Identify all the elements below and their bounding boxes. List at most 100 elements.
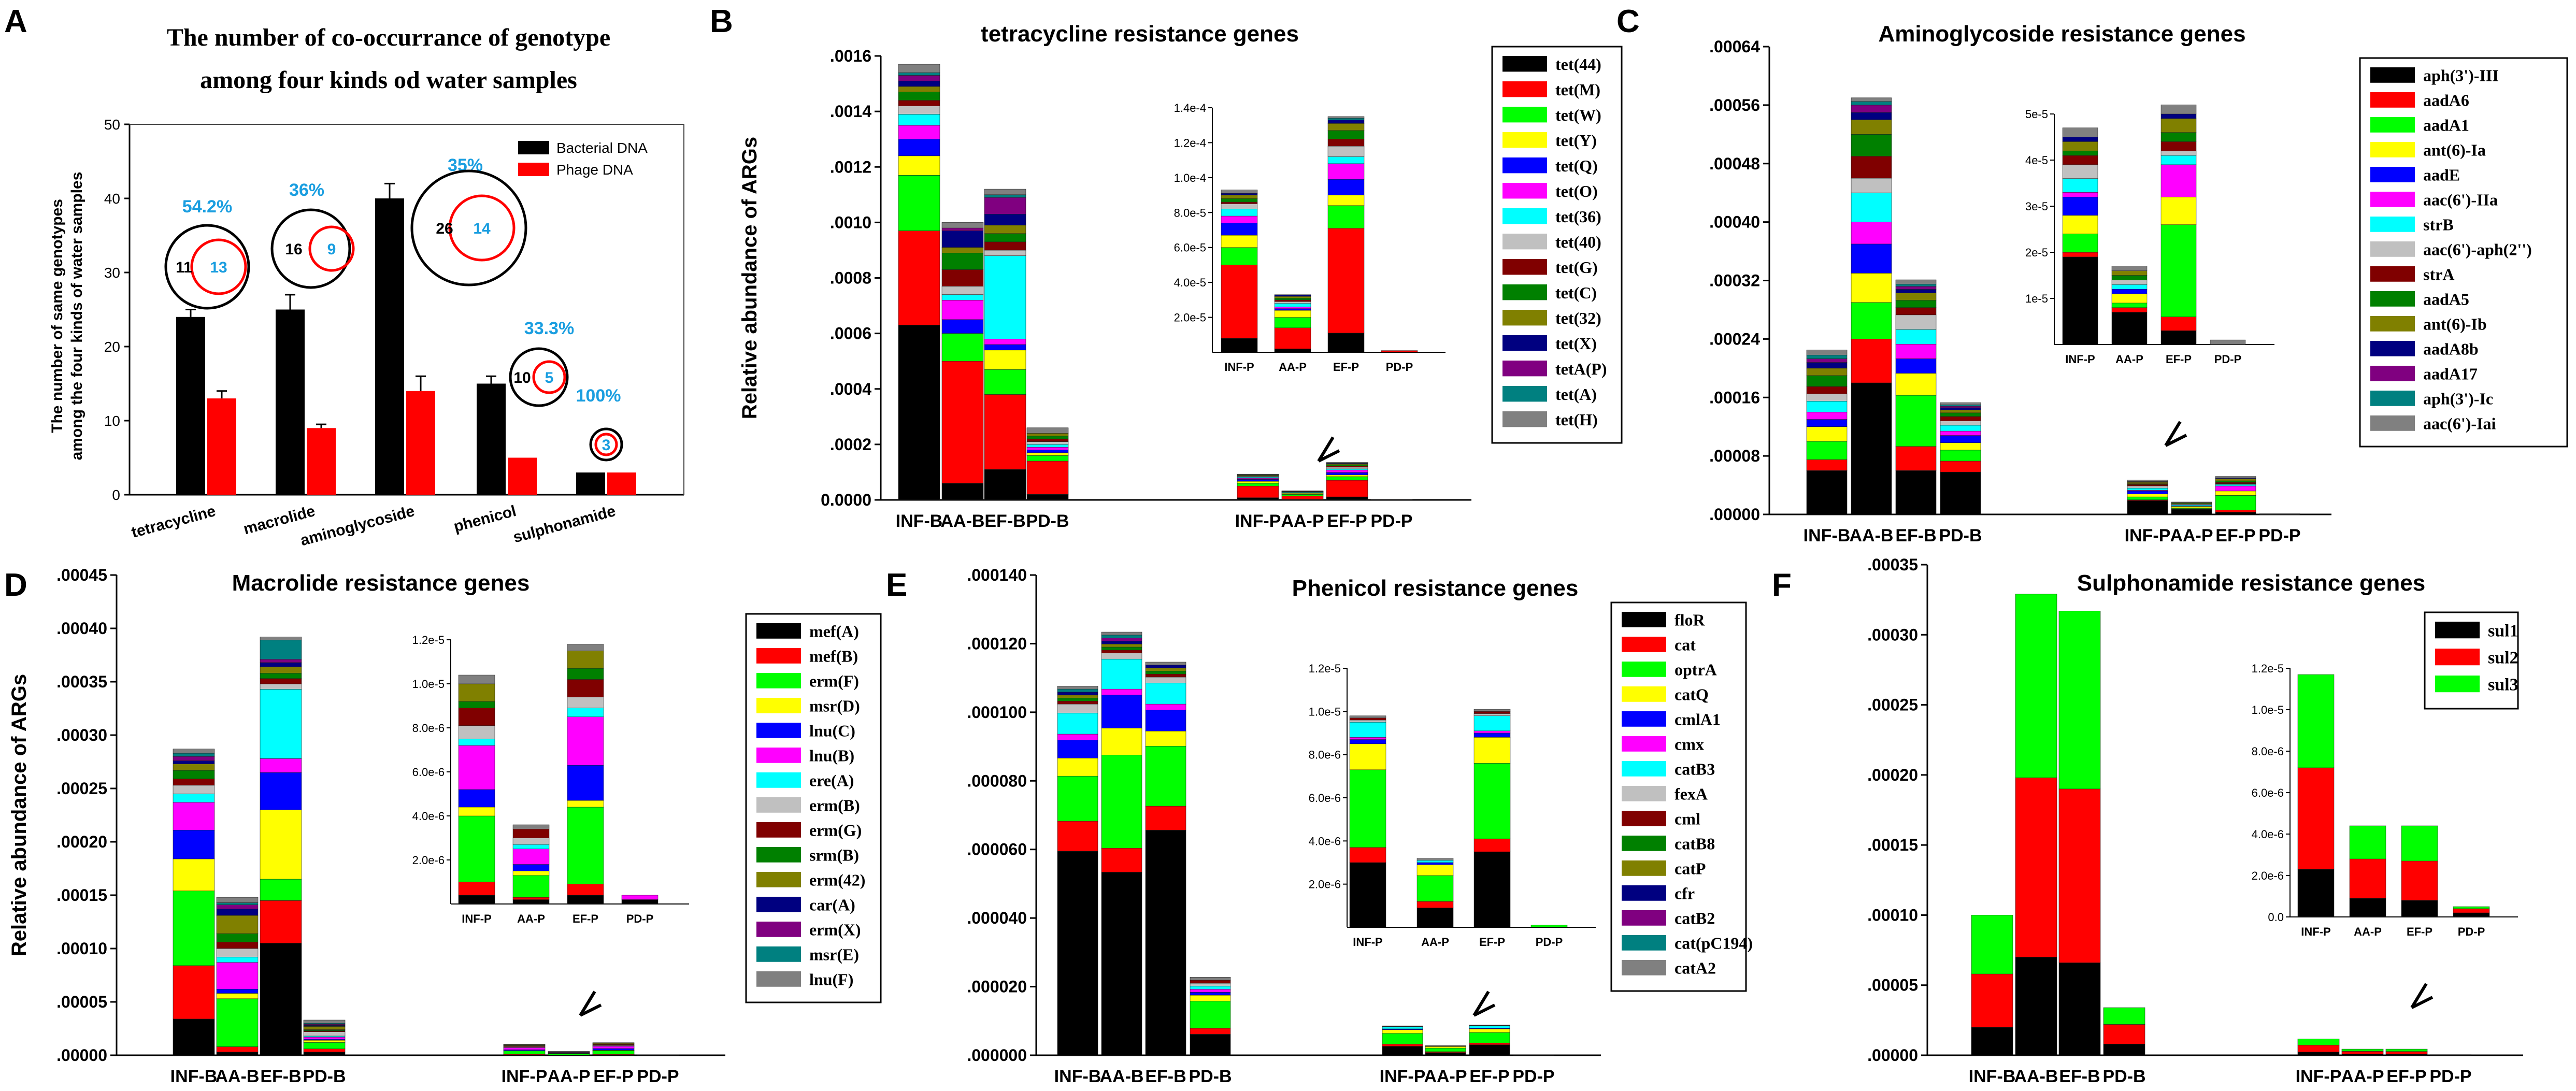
bar-segment-msr(D) bbox=[260, 809, 302, 880]
bar-segment-aadA17 bbox=[1895, 286, 1937, 290]
bar-segment-catB3 bbox=[1469, 1025, 1510, 1028]
bar-segment-aadA1 bbox=[1940, 450, 1981, 462]
bar-segment-aac(6')-aph(2'') bbox=[1895, 314, 1937, 330]
panel-title: The number of co-occurrance of genotype bbox=[167, 24, 610, 51]
inset-bar-segment-aac(6')-aph(2'') bbox=[2111, 280, 2148, 285]
legend-swatch bbox=[518, 141, 549, 154]
bar-segment-tet(Y) bbox=[1026, 452, 1069, 456]
legend-swatch bbox=[1622, 736, 1666, 752]
legend-swatch bbox=[1502, 386, 1547, 402]
legend-label: ant(6)-Ia bbox=[2423, 140, 2486, 159]
y-tick-label: .00005 bbox=[56, 993, 107, 1011]
inset-bar-segment-optrA bbox=[1473, 763, 1511, 839]
x-tick-label: AA-P bbox=[1281, 511, 1324, 531]
bar-segment-catB3 bbox=[1382, 1026, 1423, 1029]
inset-bar-segment-tet(44) bbox=[1221, 338, 1258, 353]
inset-bar-segment-erm(F) bbox=[458, 815, 495, 882]
bar-segment-tet(C) bbox=[941, 252, 984, 270]
inset-y-tick-label: 4.0e-5 bbox=[1174, 276, 1206, 289]
inset-bar-segment-strB bbox=[2062, 178, 2098, 193]
bar-segment-strA bbox=[1806, 386, 1848, 394]
legend-swatch bbox=[2435, 622, 2480, 639]
panel-letter: B bbox=[710, 4, 733, 39]
legend-swatch bbox=[1502, 335, 1547, 351]
bar-segment-erm(F) bbox=[592, 1050, 635, 1055]
venn-phage-circle bbox=[594, 433, 618, 456]
inset-bar-segment-tet(M) bbox=[1327, 228, 1365, 334]
bar-segment-erm(F) bbox=[503, 1051, 546, 1055]
bar-segment-erm(F) bbox=[173, 891, 215, 966]
inset-y-tick-label: 4.0e-6 bbox=[2252, 828, 2284, 841]
y-tick-label: .00030 bbox=[56, 726, 107, 744]
bar-segment-tet(36) bbox=[898, 114, 940, 126]
inset-bar-segment-ant(6)-Ia bbox=[2111, 293, 2148, 304]
inset-bar-segment-cmlA1 bbox=[1473, 733, 1511, 738]
inset-y-tick-label: 1.0e-5 bbox=[1309, 705, 1341, 718]
y-tick-label: .00024 bbox=[1709, 329, 1760, 348]
bar-segment-sul3 bbox=[1971, 915, 2013, 974]
bar-segment-catA2 bbox=[1425, 1045, 1466, 1046]
bar-segment-aadE bbox=[1851, 243, 1892, 274]
bar-segment-ant(6)-Ia bbox=[1851, 273, 1892, 303]
inset-bar-segment-aadA1 bbox=[2160, 224, 2197, 317]
bar-segment-erm(42) bbox=[216, 915, 259, 934]
inset-bar-segment-tet(X) bbox=[1221, 193, 1258, 195]
inset-y-tick-label: 1.2e-4 bbox=[1174, 136, 1206, 149]
bar-segment-aadA6 bbox=[2215, 510, 2256, 513]
inset-x-tick-label: EF-P bbox=[2166, 353, 2192, 366]
legend-swatch bbox=[1502, 81, 1547, 97]
y-tick-label: 40 bbox=[104, 191, 120, 207]
inset-bar-segment-catQ bbox=[1349, 743, 1386, 770]
bar-segment-mef(B) bbox=[216, 1046, 259, 1053]
inset-bar-segment-msr(D) bbox=[567, 800, 604, 808]
arrow-head bbox=[2165, 434, 2187, 447]
bar-segment-optrA bbox=[1190, 1001, 1231, 1029]
bar-segment-tet(Y) bbox=[984, 350, 1026, 370]
bar-segment-tet(X) bbox=[898, 80, 940, 87]
inset-y-tick-label: 6.0e-5 bbox=[1174, 241, 1206, 254]
inset-y-tick-label: 1.0e-5 bbox=[412, 678, 445, 691]
bar-segment-erm(G) bbox=[173, 779, 215, 786]
inset-bar-segment-aadA6 bbox=[2160, 317, 2197, 331]
inset-bar-segment-catB3 bbox=[1416, 860, 1454, 863]
bar-segment-floR bbox=[1057, 851, 1098, 1056]
venn-phage-circle bbox=[448, 194, 516, 262]
inset-x-tick-label: INF-P bbox=[2065, 353, 2095, 366]
legend-swatch bbox=[1502, 132, 1547, 148]
panel-title: tetracycline resistance genes bbox=[981, 21, 1299, 47]
inset-arrow-icon bbox=[579, 990, 602, 1017]
inset-bar-segment-mef(A) bbox=[567, 895, 604, 905]
inset-bar-segment-tet(40) bbox=[1327, 146, 1365, 157]
bar-segment-tet(W) bbox=[1026, 455, 1069, 462]
bar-segment-catP bbox=[1145, 668, 1186, 671]
bar-segment-cat bbox=[1190, 1028, 1231, 1035]
bar-segment-lnu(B) bbox=[260, 758, 302, 773]
x-tick-label: EF-P bbox=[2215, 526, 2255, 546]
inset-bar-segment-aac(6')-IIa bbox=[2160, 164, 2197, 197]
legend-swatch bbox=[2370, 67, 2415, 83]
bar-segment-fexA bbox=[1057, 704, 1098, 713]
bar-segment-tet(40) bbox=[898, 106, 940, 114]
legend-swatch bbox=[518, 163, 549, 176]
bar-segment-optrA bbox=[1057, 776, 1098, 822]
inset-bar-segment-tet(W) bbox=[1221, 247, 1258, 265]
inset-bar-segment-catB3 bbox=[1473, 715, 1511, 731]
bar-segment-strA bbox=[2127, 484, 2168, 486]
bar-segment-tet(H) bbox=[898, 64, 940, 73]
bar-segment-tet(G) bbox=[898, 100, 940, 106]
inset-bar-segment-tet(G) bbox=[1327, 139, 1365, 147]
bar-segment-catB3 bbox=[1101, 658, 1142, 690]
legend-label: erm(B) bbox=[809, 796, 860, 814]
inset-bar-segment-tet(C) bbox=[1221, 198, 1258, 203]
inset-bar-segment-lnu(B) bbox=[567, 716, 604, 766]
inset-y-tick-label: 8.0e-6 bbox=[2252, 745, 2284, 758]
bar-segment-tet(Q) bbox=[1237, 479, 1279, 482]
inset-bar-segment-tet(Q) bbox=[1221, 223, 1258, 236]
legend-label: Bacterial DNA bbox=[556, 140, 648, 156]
bar-segment-lnu(F) bbox=[216, 897, 259, 903]
bar-segment-erm(F) bbox=[216, 998, 259, 1047]
legend-swatch bbox=[756, 847, 801, 863]
legend-label: car(A) bbox=[809, 895, 855, 914]
arrow-head bbox=[2411, 996, 2434, 1009]
legend-label: catB3 bbox=[1675, 759, 1715, 778]
